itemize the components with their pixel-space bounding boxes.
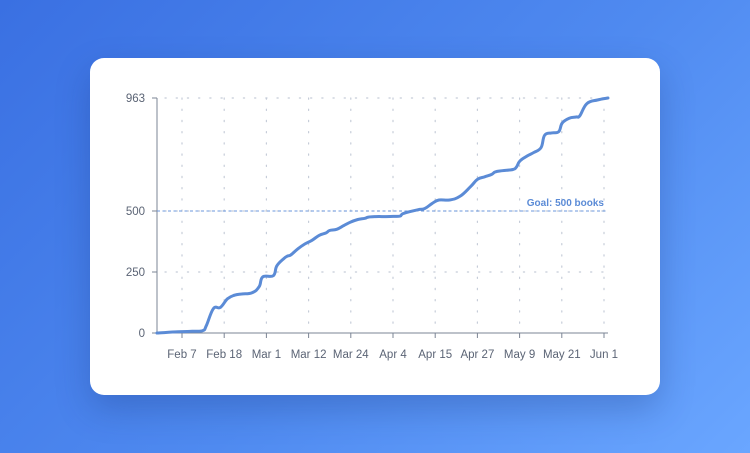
goal-line-group: Goal: 500 books <box>157 198 608 212</box>
x-tick-label: May 9 <box>504 349 535 361</box>
y-tick-label: 250 <box>126 267 145 279</box>
x-tick-label: May 21 <box>543 349 581 361</box>
x-tick-label: Feb 7 <box>167 349 196 361</box>
x-tick-label: Jun 1 <box>590 349 618 361</box>
x-tick-label: Mar 1 <box>252 349 281 361</box>
goal-label: Goal: 500 books <box>527 198 605 209</box>
grid <box>164 97 609 334</box>
x-tick-label: Mar 24 <box>333 349 369 361</box>
x-tick-label: Apr 27 <box>460 349 494 361</box>
line-chart: Goal: 500 books 0 250 500 963 Feb 7 Feb 18 Mar… <box>126 93 618 361</box>
chart-card: Goal: 500 books 0 250 500 963 Feb 7 Feb 18 Mar… <box>90 58 660 395</box>
axes <box>152 97 608 338</box>
x-tick-label: Feb 18 <box>206 349 242 361</box>
series-group <box>155 96 610 335</box>
y-tick-label: 963 <box>126 93 145 105</box>
x-tick-label: Apr 4 <box>379 349 407 361</box>
y-tick-label: 500 <box>126 206 145 218</box>
y-tick-label: 0 <box>139 328 145 340</box>
x-tick-label: Mar 12 <box>291 349 327 361</box>
series-line-0 <box>155 96 610 335</box>
x-tick-label: Apr 15 <box>418 349 452 361</box>
tick-labels: 0 250 500 963 Feb 7 Feb 18 Mar 1 Mar 12 Mar 24 Ap… <box>126 93 618 361</box>
